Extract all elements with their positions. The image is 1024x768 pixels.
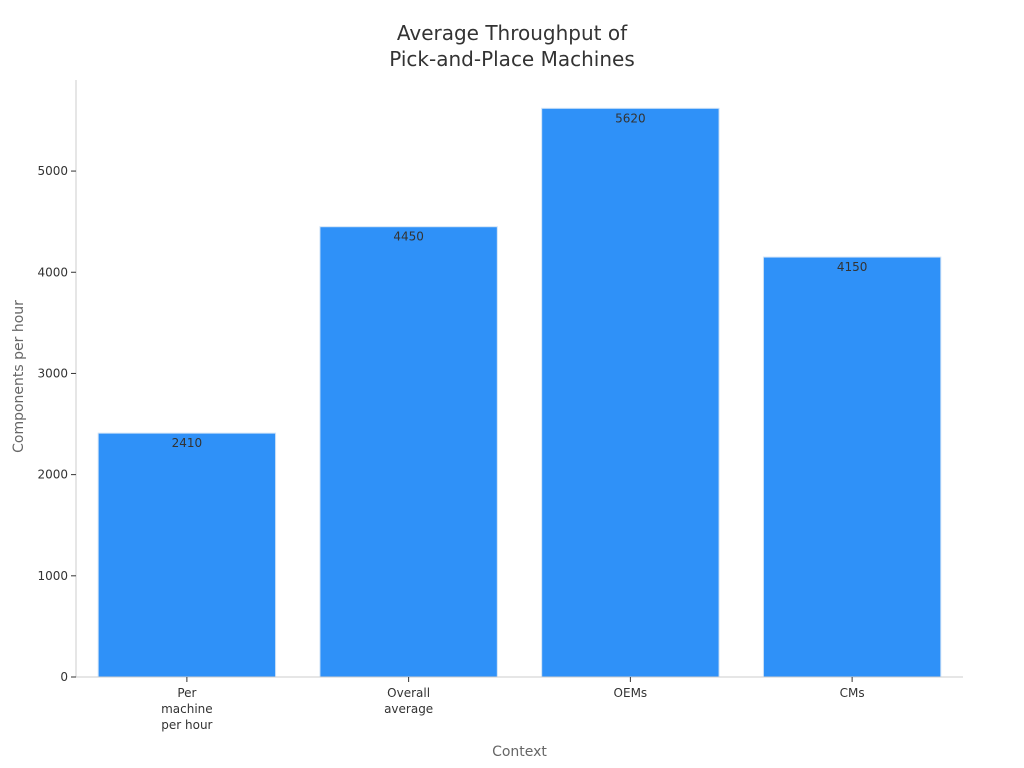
y-tick-label: 3000 [37, 366, 68, 380]
x-tick-label-line: Overall [387, 686, 430, 700]
x-ticks-group: Per machine per hour Overall average OEMs CMs [161, 677, 865, 732]
bars-group [97, 107, 942, 678]
y-tick-label: 5000 [37, 164, 68, 178]
bar [97, 432, 277, 678]
y-tick-label: 1000 [37, 569, 68, 583]
chart-title-line-1: Average Throughput of [397, 21, 628, 45]
x-tick-label: Per machine per hour [161, 686, 213, 732]
bar-value-label: 4150 [837, 260, 868, 274]
x-tick-label: OEMs [614, 686, 648, 700]
x-tick-label: Overall average [384, 686, 433, 716]
y-tick-label: 0 [60, 670, 68, 684]
x-tick-label-line: Per [177, 686, 196, 700]
bar-value-label: 2410 [172, 436, 203, 450]
x-tick-label-line: per hour [161, 718, 212, 732]
bar [541, 107, 720, 678]
x-axis-title: Context [492, 744, 547, 760]
bar [762, 256, 942, 678]
x-tick-label-line: OEMs [614, 686, 648, 700]
chart-title: Average Throughput of Pick-and-Place Mac… [389, 21, 635, 71]
data-labels-group: 2410 4450 5620 4150 [172, 111, 868, 450]
y-axis-title: Components per hour [11, 300, 27, 453]
y-ticks-group: 0 1000 2000 3000 4000 5000 [37, 164, 76, 684]
bar [319, 226, 498, 678]
chart-title-line-2: Pick-and-Place Machines [389, 47, 635, 71]
bar-value-label: 4450 [393, 230, 424, 244]
y-tick-label: 2000 [37, 468, 68, 482]
bar-value-label: 5620 [615, 111, 646, 125]
x-tick-label-line: CMs [840, 686, 865, 700]
x-tick-label: CMs [840, 686, 865, 700]
y-tick-label: 4000 [37, 265, 68, 279]
x-tick-label-line: machine [161, 702, 213, 716]
x-tick-label-line: average [384, 702, 433, 716]
